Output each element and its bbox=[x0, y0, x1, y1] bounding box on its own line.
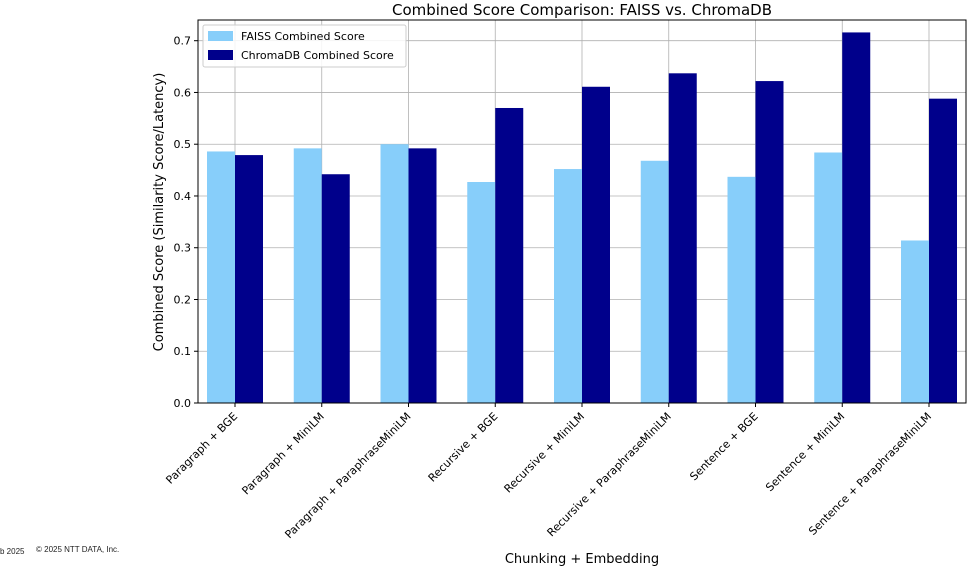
legend-swatch-chromadb bbox=[208, 50, 233, 60]
bar-faiss-4 bbox=[554, 169, 582, 403]
legend-box bbox=[202, 24, 407, 68]
bar-faiss-1 bbox=[293, 148, 322, 403]
bar-chromadb-7 bbox=[842, 32, 871, 403]
bar-chromadb-4 bbox=[582, 86, 610, 404]
bar-chromadb-1 bbox=[321, 174, 350, 403]
x-tick-label: Recursive + MiniLM bbox=[502, 410, 588, 496]
footer-date: b 2025 bbox=[0, 547, 25, 556]
legend-label-chromadb: ChromaDB Combined Score bbox=[241, 49, 394, 62]
legend-swatch-faiss bbox=[208, 31, 233, 41]
y-tick-label: 0.3 bbox=[174, 242, 192, 255]
legend: FAISS Combined Score ChromaDB Combined S… bbox=[202, 24, 407, 68]
x-axis: Paragraph + BGE Paragraph + MiniLMParagra… bbox=[163, 403, 934, 541]
footer-copyright: © 2025 NTT DATA, Inc. bbox=[36, 545, 120, 554]
y-tick-label: 0.2 bbox=[174, 293, 192, 306]
bar-faiss-2 bbox=[380, 144, 409, 403]
y-tick-label: 0.6 bbox=[174, 86, 192, 99]
chart-title: Combined Score Comparison: FAISS vs. Chr… bbox=[392, 1, 772, 19]
y-tick-label: 0.7 bbox=[174, 35, 192, 48]
bar-chromadb-0 bbox=[235, 155, 263, 403]
bar-faiss-8 bbox=[901, 240, 929, 403]
y-axis: 0.0 0.1 0.2 0.3 0.4 0.5 0.6 0.7 bbox=[174, 35, 198, 410]
x-axis-label: Chunking + Embedding bbox=[505, 552, 659, 567]
bar-faiss-5 bbox=[640, 160, 669, 403]
x-tick-label: Paragraph + MiniLM bbox=[239, 410, 327, 498]
bar-chromadb-5 bbox=[668, 73, 697, 404]
y-tick-label: 0.0 bbox=[174, 397, 192, 410]
x-tick-label: Paragraph + BGE bbox=[163, 410, 240, 487]
bar-faiss-6 bbox=[727, 176, 756, 403]
bar-faiss-0 bbox=[207, 151, 235, 403]
bar-faiss-7 bbox=[814, 152, 843, 403]
y-axis-label: Combined Score (Similarity Score/Latency… bbox=[152, 73, 167, 352]
x-tick-label: Sentence + MiniLM bbox=[763, 410, 847, 494]
y-tick-label: 0.1 bbox=[174, 345, 192, 358]
y-tick-label: 0.5 bbox=[174, 138, 192, 151]
x-tick-label: Recursive + BGE bbox=[426, 410, 501, 485]
bar-chromadb-8 bbox=[929, 98, 957, 403]
bar-chromadb-3 bbox=[495, 107, 524, 404]
legend-label-faiss: FAISS Combined Score bbox=[241, 30, 365, 43]
bar-chromadb-2 bbox=[408, 148, 437, 403]
y-tick-label: 0.4 bbox=[174, 190, 192, 203]
bars bbox=[207, 32, 957, 404]
bar-faiss-3 bbox=[467, 181, 496, 403]
x-tick-label: Sentence + BGE bbox=[687, 410, 760, 483]
bar-chromadb-6 bbox=[755, 81, 784, 404]
